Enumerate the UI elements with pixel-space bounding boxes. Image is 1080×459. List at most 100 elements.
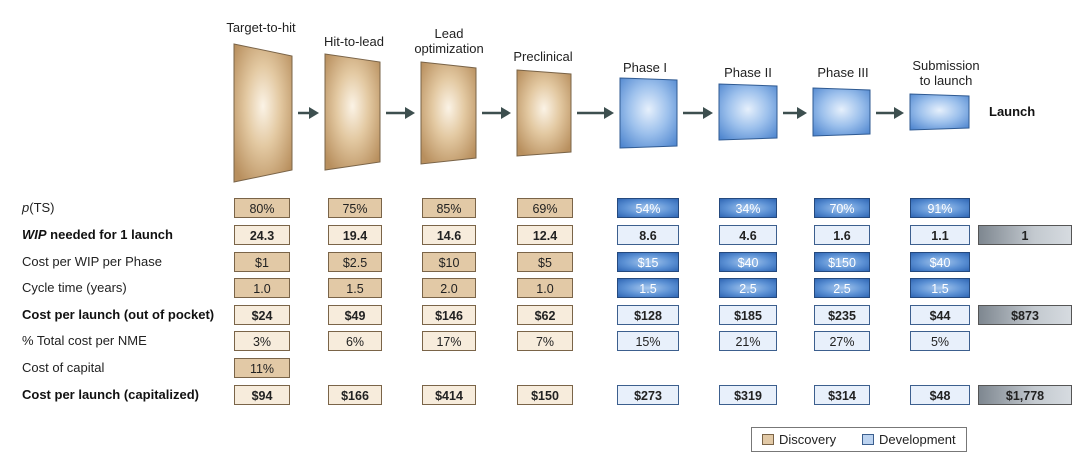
row-label-5: Cost per launch (out of pocket) [22, 306, 214, 324]
cell-r3-c8: $40 [910, 252, 970, 272]
cell-r1-c4: 69% [517, 198, 573, 218]
stage-label-6: Phase II [688, 65, 808, 80]
flow-arrow-head-4 [604, 107, 614, 119]
stage-label-line: Preclinical [513, 49, 573, 64]
row-label-italic: WIP [22, 227, 47, 242]
cell-r4-c8: 1.5 [910, 278, 970, 298]
stage-label-line: Phase I [622, 60, 668, 75]
stage-label-line: Submission [912, 58, 980, 73]
flow-arrow-head-5 [703, 107, 713, 119]
cell-r7-c1: 11% [234, 358, 290, 378]
cell-r4-c4: 1.0 [517, 278, 573, 298]
cell-r1-c7: 70% [814, 198, 870, 218]
cell-r6-c5: 15% [617, 331, 679, 351]
stage-shape-7 [812, 87, 871, 137]
cell-r4-c6: 2.5 [719, 278, 777, 298]
cell-r1-c8: 91% [910, 198, 970, 218]
cell-r2-c5: 8.6 [617, 225, 679, 245]
flow-arrow-head-2 [405, 107, 415, 119]
flow-arrow-head-6 [797, 107, 807, 119]
stage-label-line: to launch [919, 73, 973, 88]
stage-shape-8 [909, 93, 970, 131]
cell-r1-c2: 75% [328, 198, 382, 218]
cell-r4-c2: 1.5 [328, 278, 382, 298]
cell-r2-c7: 1.6 [814, 225, 870, 245]
cell-r6-c1: 3% [234, 331, 290, 351]
cell-r5-c2: $49 [328, 305, 382, 325]
stage-label-line: Phase III [817, 65, 869, 80]
flow-arrow-head-7 [894, 107, 904, 119]
row-label-text: needed for 1 launch [46, 227, 173, 242]
discovery-swatch [762, 434, 774, 445]
legend-discovery-label: Discovery [779, 432, 837, 447]
row-label-1: p(TS) [22, 199, 55, 217]
cell-r5-c1: $24 [234, 305, 290, 325]
stage-shape-4 [516, 69, 572, 157]
pipeline-diagram [233, 43, 970, 183]
row-label-text: Cycle time (years) [22, 280, 127, 295]
stage-label-line: Hit-to-lead [324, 34, 384, 49]
cell-r8-c7: $314 [814, 385, 870, 405]
cell-r3-c7: $150 [814, 252, 870, 272]
stage-label-line: Target-to-hit [226, 20, 296, 35]
stage-label-8: Submission to launch [886, 58, 1006, 88]
stage-label-1: Target-to-hit [201, 20, 321, 35]
stage-label-line: Phase II [724, 65, 772, 80]
row-label-text: % Total cost per NME [22, 333, 147, 348]
cell-r6-c2: 6% [328, 331, 382, 351]
cell-r2-c8: 1.1 [910, 225, 970, 245]
cell-r8-c5: $273 [617, 385, 679, 405]
stage-shape-3 [420, 61, 477, 165]
cell-r8-c6: $319 [719, 385, 777, 405]
cell-r5-c4: $62 [517, 305, 573, 325]
cell-r8-c8: $48 [910, 385, 970, 405]
cell-r4-c7: 2.5 [814, 278, 870, 298]
cell-r1-c3: 85% [422, 198, 476, 218]
total-cell-r5: $873 [978, 305, 1072, 325]
cell-r2-c3: 14.6 [422, 225, 476, 245]
legend: Discovery Development [751, 427, 967, 452]
row-label-italic: p [22, 200, 30, 215]
cell-r2-c1: 24.3 [234, 225, 290, 245]
cell-r6-c4: 7% [517, 331, 573, 351]
stage-shape-6 [718, 83, 778, 141]
row-label-8: Cost per launch (capitalized) [22, 386, 199, 404]
cell-r4-c1: 1.0 [234, 278, 290, 298]
stage-label-line: Lead [434, 26, 464, 41]
cell-r5-c3: $146 [422, 305, 476, 325]
cell-r5-c5: $128 [617, 305, 679, 325]
cell-r1-c5: 54% [617, 198, 679, 218]
cell-r1-c1: 80% [234, 198, 290, 218]
cell-r6-c7: 27% [814, 331, 870, 351]
cell-r3-c3: $10 [422, 252, 476, 272]
cell-r5-c6: $185 [719, 305, 777, 325]
cell-r5-c7: $235 [814, 305, 870, 325]
cell-r2-c2: 19.4 [328, 225, 382, 245]
cell-r4-c5: 1.5 [617, 278, 679, 298]
stage-label-5: Phase I [585, 60, 705, 75]
stage-shape-1 [233, 43, 293, 183]
row-label-6: % Total cost per NME [22, 332, 147, 350]
stage-shape-2 [324, 53, 381, 171]
stage-label-7: Phase III [783, 65, 903, 80]
stage-label-3: Lead optimization [389, 26, 509, 56]
cell-r5-c8: $44 [910, 305, 970, 325]
row-label-3: Cost per WIP per Phase [22, 253, 162, 271]
stage-label-4: Preclinical [483, 49, 603, 64]
flow-arrow-head-3 [501, 107, 511, 119]
total-cell-r2: 1 [978, 225, 1072, 245]
cell-r3-c6: $40 [719, 252, 777, 272]
cell-r3-c4: $5 [517, 252, 573, 272]
row-label-text: Cost of capital [22, 360, 105, 375]
cell-r3-c1: $1 [234, 252, 290, 272]
cell-r3-c2: $2.5 [328, 252, 382, 272]
row-label-text: Cost per WIP per Phase [22, 254, 162, 269]
cell-r6-c6: 21% [719, 331, 777, 351]
row-label-text: Cost per launch (capitalized) [22, 387, 199, 402]
row-label-4: Cycle time (years) [22, 279, 127, 297]
row-label-2: WIP needed for 1 launch [22, 226, 173, 244]
cell-r1-c6: 34% [719, 198, 777, 218]
cell-r6-c8: 5% [910, 331, 970, 351]
cell-r8-c1: $94 [234, 385, 290, 405]
development-swatch [862, 434, 874, 445]
